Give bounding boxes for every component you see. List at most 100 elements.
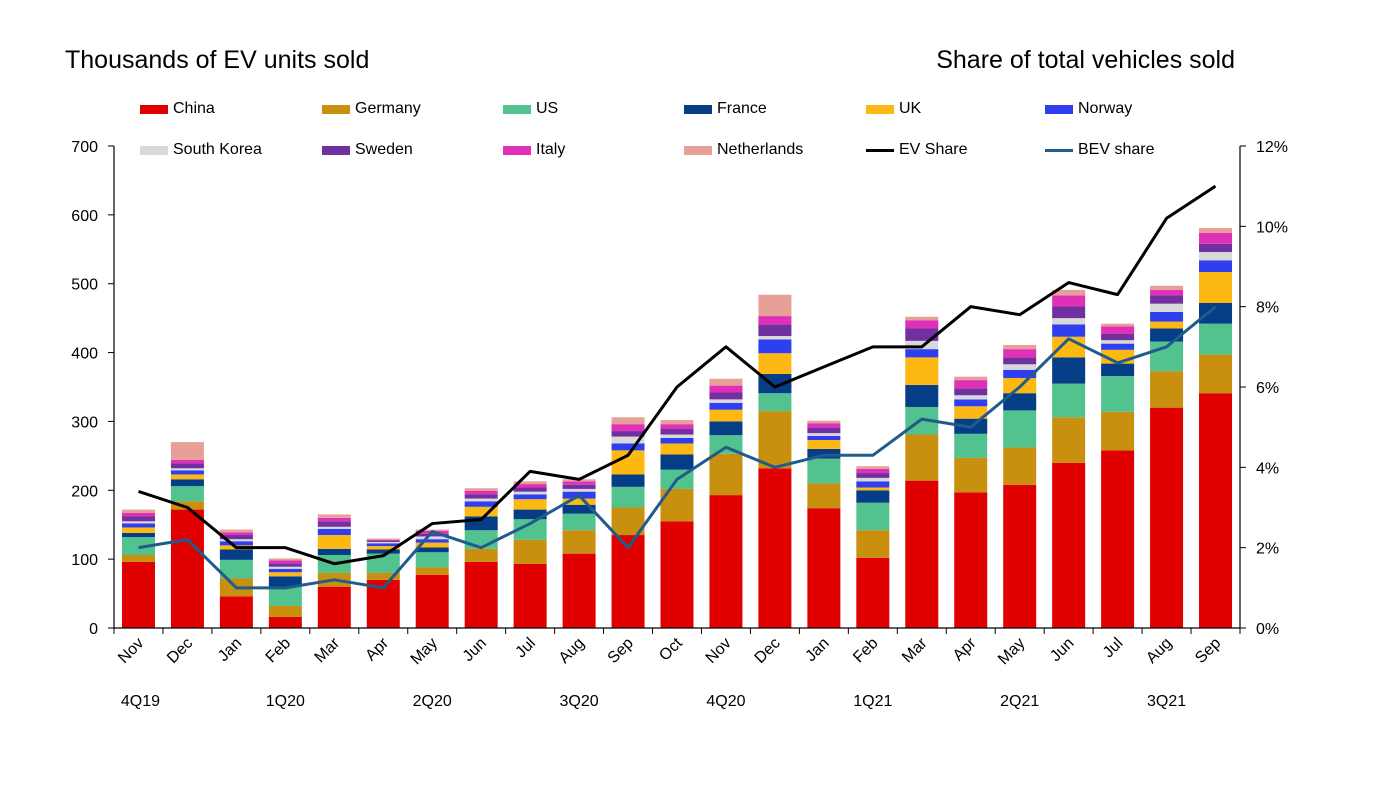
bar-germany-13 [758,411,792,469]
bar-south-korea-13 [758,336,792,340]
quarter-label: 4Q20 [706,693,745,710]
bar-china-0 [121,561,155,628]
bar-germany-20 [1101,411,1135,451]
x-tick-label: Apr [950,634,980,664]
bar-netherlands-14 [807,420,841,424]
y-left-tick-label: 100 [71,552,98,569]
bar-china-22 [1199,393,1233,628]
bar-norway-22 [1199,260,1233,273]
legend-swatch [140,145,168,155]
bar-uk-5 [366,546,400,550]
bar-us-13 [758,393,792,412]
bar-france-4 [317,548,351,556]
bar-us-14 [807,458,841,484]
bar-germany-17 [954,457,988,493]
bar-germany-6 [415,567,449,575]
quarter-label: 1Q21 [853,693,892,710]
bar-sweden-14 [807,427,841,434]
legend-item-ev-share: EV Share [866,140,967,160]
legend-item-france: France [684,99,767,119]
legend-swatch [322,104,350,114]
bar-netherlands-0 [121,509,155,514]
bar-netherlands-1 [170,442,204,460]
bar-china-9 [562,553,596,628]
bar-italy-11 [660,424,694,430]
bar-south-korea-14 [807,433,841,436]
quarter-label: 2Q21 [1000,693,1039,710]
bar-south-korea-20 [1101,340,1135,344]
line-bev-share [138,305,1217,590]
quarter-label: 3Q21 [1147,693,1186,710]
bar-sweden-22 [1199,243,1233,253]
bar-sweden-9 [562,484,596,489]
bar-uk-16 [905,357,939,385]
bar-france-3 [268,576,302,587]
y-right-tick-label: 2% [1256,541,1279,558]
bar-italy-7 [464,490,498,495]
y-left-tick-label: 200 [71,483,98,500]
bar-italy-3 [268,560,302,564]
bar-uk-12 [709,409,743,422]
bar-netherlands-12 [709,378,743,386]
y-left-tick-label: 300 [71,414,98,431]
bar-norway-10 [611,443,645,451]
bar-italy-17 [954,380,988,389]
x-tick-label: Dec [164,635,196,667]
y-left-tick-label: 500 [71,277,98,294]
bar-netherlands-4 [317,514,351,518]
x-tick-label: Nov [115,635,147,667]
bar-south-korea-12 [709,399,743,403]
line-ev-share [138,184,1217,566]
bar-france-21 [1150,328,1184,342]
x-tick-label: Apr [362,634,392,664]
bar-south-korea-8 [513,491,547,495]
bar-uk-3 [268,572,302,577]
bar-us-19 [1052,383,1086,418]
bar-us-8 [513,519,547,540]
bar-china-18 [1003,484,1037,628]
bar-netherlands-5 [366,538,400,540]
legend-swatch [684,104,712,114]
legend-item-sweden: Sweden [322,140,413,160]
bar-south-korea-18 [1003,364,1037,370]
legend-swatch [322,145,350,155]
legend-label: EV Share [899,141,968,158]
bar-germany-18 [1003,447,1037,485]
bar-germany-1 [170,501,204,510]
legend-label: Norway [1078,100,1133,117]
bar-south-korea-11 [660,434,694,438]
bar-france-22 [1199,302,1233,324]
legend-item-netherlands: Netherlands [684,140,803,160]
bar-netherlands-17 [954,376,988,381]
bar-france-9 [562,504,596,514]
bar-netherlands-19 [1052,289,1086,296]
bar-france-20 [1101,363,1135,376]
bar-us-10 [611,486,645,508]
bar-china-3 [268,616,302,628]
bar-netherlands-10 [611,417,645,425]
bar-italy-8 [513,484,547,488]
legend-label: UK [899,100,922,117]
bar-netherlands-22 [1199,227,1233,233]
bar-netherlands-11 [660,420,694,425]
legend-swatch [1045,148,1073,152]
bar-china-19 [1052,462,1086,628]
bar-us-0 [121,537,155,556]
bar-south-korea-17 [954,395,988,400]
legend-item-norway: Norway [1045,99,1132,119]
bar-france-16 [905,384,939,407]
bar-netherlands-8 [513,481,547,485]
bar-sweden-11 [660,429,694,435]
x-tick-label: Sep [605,635,637,667]
bar-sweden-5 [366,540,400,542]
bar-italy-21 [1150,289,1184,296]
bar-italy-15 [856,468,890,474]
bar-sweden-0 [121,516,155,522]
bar-germany-8 [513,539,547,564]
legend-label: Germany [355,100,421,117]
bar-china-13 [758,468,792,628]
bar-sweden-16 [905,328,939,341]
bar-uk-21 [1150,321,1184,329]
